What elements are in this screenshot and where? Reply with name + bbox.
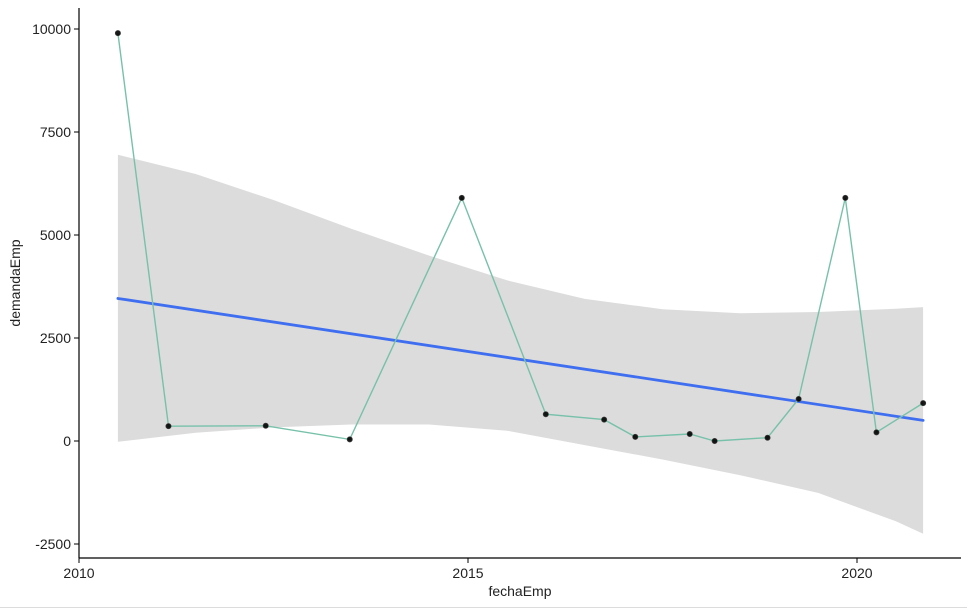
axes-layer xyxy=(78,8,961,559)
data-point xyxy=(711,437,718,444)
y-tick-label: 0 xyxy=(63,433,71,449)
ticks-layer: -2500 0 2500 5000 7500 10000 2010 2015 2020 xyxy=(32,21,873,581)
data-point xyxy=(262,422,269,429)
data-point xyxy=(920,400,927,407)
data-point xyxy=(346,436,353,443)
data-point xyxy=(165,423,172,430)
data-point xyxy=(795,395,802,402)
y-tick-label: 10000 xyxy=(32,21,71,37)
data-points-layer xyxy=(114,30,927,444)
data-point xyxy=(458,194,465,201)
data-point xyxy=(686,430,693,437)
bottom-divider xyxy=(0,607,967,608)
x-axis-title: fechaEmp xyxy=(488,583,551,599)
y-tick-label: 2500 xyxy=(40,330,71,346)
x-tick-label: 2015 xyxy=(452,565,483,581)
y-tick-label: 5000 xyxy=(40,227,71,243)
confidence-band xyxy=(117,154,924,534)
x-tick-label: 2010 xyxy=(63,565,94,581)
y-tick-label: 7500 xyxy=(40,124,71,140)
confidence-band-layer xyxy=(117,154,924,534)
data-point xyxy=(873,429,880,436)
data-point xyxy=(601,416,608,423)
x-tick-label: 2020 xyxy=(841,565,872,581)
data-point xyxy=(632,433,639,440)
data-point xyxy=(114,30,121,37)
y-axis-title: demandaEmp xyxy=(7,239,23,326)
fit-line-layer xyxy=(116,297,925,422)
data-point xyxy=(842,194,849,201)
fit-line xyxy=(116,297,925,422)
data-point xyxy=(542,411,549,418)
data-point xyxy=(764,434,771,441)
y-tick-label: -2500 xyxy=(35,536,71,552)
